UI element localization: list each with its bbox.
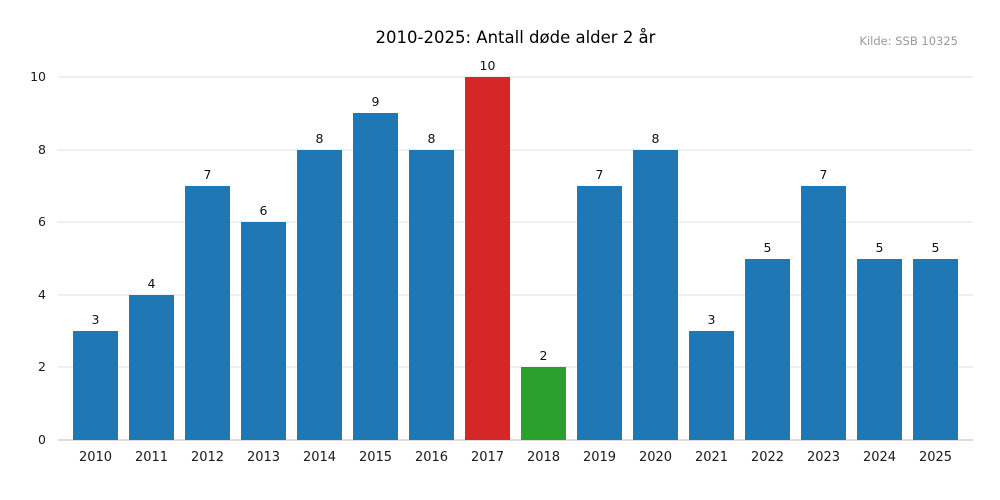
y-tick-label-10: 10 [30, 69, 46, 84]
bar-value-label-2017: 10 [479, 58, 496, 73]
bar-slot-2024: 5 [852, 239, 908, 440]
bar-slot-2014: 8 [292, 130, 348, 440]
x-axis-line [58, 439, 973, 441]
bar-2011 [129, 294, 174, 440]
bar-2024 [857, 258, 902, 440]
gridline-y-4 [58, 293, 973, 296]
bar-value-label-2014: 8 [315, 130, 324, 146]
bar-slot-2023: 7 [796, 166, 852, 440]
gridline-y-10 [58, 76, 973, 78]
x-tick-label-2019: 2019 [582, 450, 617, 465]
bar-slot-2015: 9 [348, 95, 404, 440]
y-tick-label-0: 0 [38, 432, 46, 447]
bar-slot-2025: 5 [908, 239, 964, 440]
y-tick-label-4: 4 [38, 286, 46, 302]
bar-value-label-2015: 9 [371, 94, 380, 110]
gridline-y-8 [58, 148, 973, 151]
bar-2019 [577, 185, 622, 440]
bar-2014 [297, 149, 342, 440]
x-tick-label-2022: 2022 [750, 450, 785, 465]
bar-2020 [633, 149, 678, 440]
bar-value-label-2010: 3 [91, 312, 100, 328]
x-tick-label-2018: 2018 [526, 450, 561, 465]
bar-2012 [185, 185, 230, 440]
bar-2017 [465, 77, 510, 440]
x-tick-label-2015: 2015 [358, 450, 393, 465]
bar-2018 [521, 367, 566, 440]
bar-value-label-2013: 6 [259, 203, 268, 219]
x-tick-label-2012: 2012 [190, 450, 225, 465]
bar-slot-2011: 4 [124, 275, 180, 440]
bar-value-label-2025: 5 [931, 239, 940, 255]
bar-value-label-2012: 7 [203, 166, 212, 182]
y-tick-label-2: 2 [38, 359, 46, 375]
x-tick-label-2025: 2025 [918, 450, 953, 465]
source-label: Kilde: SSB 10325 [859, 34, 958, 48]
bar-slot-2021: 3 [684, 313, 740, 440]
bar-slot-2017: 10 [460, 59, 516, 440]
bar-slot-2012: 7 [180, 166, 236, 440]
bar-value-label-2024: 5 [875, 239, 884, 255]
bar-slot-2020: 8 [628, 130, 684, 440]
bar-slot-2018: 2 [516, 349, 572, 440]
bar-slot-2022: 5 [740, 239, 796, 440]
x-tick-label-2023: 2023 [806, 450, 841, 465]
x-tick-label-2016: 2016 [414, 450, 449, 465]
x-tick-label-2020: 2020 [638, 450, 673, 465]
x-tick-label-2021: 2021 [694, 450, 729, 465]
x-tick-label-2010: 2010 [78, 450, 113, 465]
bar-2021 [689, 331, 734, 440]
bar-2016 [409, 149, 454, 440]
bar-2023 [801, 185, 846, 440]
bar-value-label-2019: 7 [595, 166, 604, 182]
bar-value-label-2016: 8 [427, 130, 436, 146]
plot-area: 0 2 4 6 8 10 3 4 7 6 8 9 8 10 2 7 8 3 5 7 5 5 2010 2011 2012 20… [30, 59, 973, 465]
x-tick-label-2013: 2013 [246, 450, 281, 465]
gridline-y-2 [58, 366, 973, 369]
bar-2025 [913, 258, 958, 440]
bars-row: 3 4 7 6 8 9 8 10 2 7 8 3 5 7 5 5 [58, 59, 973, 440]
bar-slot-2016: 8 [404, 130, 460, 440]
x-axis-tick-labels: 2010 2011 2012 2013 2014 2015 2016 2017 2018 2019… [58, 450, 973, 465]
bar-slot-2010: 3 [68, 313, 124, 440]
x-tick-label-2011: 2011 [134, 450, 169, 465]
bar-value-label-2023: 7 [819, 166, 828, 182]
x-tick-label-2014: 2014 [302, 450, 337, 465]
bar-value-label-2011: 4 [147, 275, 156, 291]
y-tick-label-8: 8 [38, 141, 46, 157]
bar-slot-2019: 7 [572, 166, 628, 440]
bar-2022 [745, 258, 790, 440]
x-tick-label-2024: 2024 [862, 450, 897, 465]
x-tick-label-2017: 2017 [470, 450, 505, 465]
y-tick-label-6: 6 [38, 214, 46, 230]
bar-value-label-2022: 5 [763, 239, 772, 255]
bar-value-label-2020: 8 [651, 130, 660, 146]
bar-2013 [241, 222, 286, 440]
bar-value-label-2018: 2 [539, 348, 548, 364]
bar-2015 [353, 113, 398, 440]
gridline-y-6 [58, 221, 973, 224]
chart-title: 2010-2025: Antall døde alder 2 år [375, 28, 656, 47]
bar-value-label-2021: 3 [707, 312, 716, 328]
bar-2010 [73, 331, 118, 440]
bar-slot-2013: 6 [236, 204, 292, 440]
